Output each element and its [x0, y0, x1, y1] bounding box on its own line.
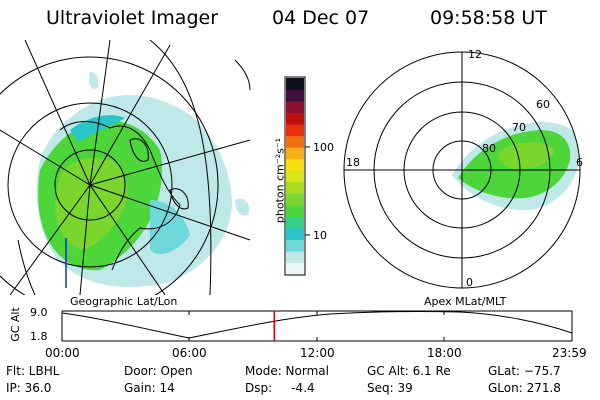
date-label: 04 Dec 07: [272, 7, 370, 29]
colorbar-tick-10: 10: [313, 229, 327, 242]
mlt-label-12: 12: [468, 48, 482, 61]
colorbar-tick-100: 100: [313, 141, 334, 154]
altitude-ytick-high: 9.0: [30, 306, 48, 319]
mlat-label-70: 70: [512, 121, 526, 134]
altitude-xtick-1: 06:00: [172, 346, 207, 360]
instrument-title: Ultraviolet Imager: [46, 7, 219, 29]
colorbar-segment: [286, 250, 304, 263]
colorbar: [284, 76, 310, 276]
mlat-label-60: 60: [536, 98, 550, 111]
info-door: Door: Open: [124, 364, 193, 378]
colorbar-segment: [286, 181, 304, 194]
colorbar-segment: [286, 158, 304, 171]
info-gcalt: GC Alt: 6.1 Re: [367, 364, 451, 378]
time-label: 09:58:58 UT: [430, 7, 547, 29]
mlt-label-6: 6: [576, 156, 583, 169]
info-seq: Seq: 39: [367, 381, 413, 395]
colorbar-segment: [286, 216, 304, 229]
colorbar-segment: [286, 78, 304, 91]
info-glat: GLat: −75.7: [488, 364, 561, 378]
info-gain: Gain: 14: [124, 381, 175, 395]
altitude-xtick-4: 23:59: [552, 346, 587, 360]
colorbar-segment: [286, 227, 304, 240]
colorbar-segment: [286, 124, 304, 137]
colorbar-segment: [286, 147, 304, 160]
colorbar-segment: [286, 135, 304, 148]
info-glon: GLon: 271.8: [488, 381, 561, 395]
altitude-xtick-0: 00:00: [45, 346, 80, 360]
altitude-ytick-low: 1.8: [30, 330, 48, 343]
uv-image-disk: [36, 71, 250, 288]
colorbar-segment: [286, 112, 304, 125]
geo-panel-label: Geographic Lat/Lon: [70, 295, 178, 308]
colorbar-segment: [286, 239, 304, 252]
polar-panel: [343, 51, 581, 289]
info-mode: Mode: Normal: [245, 364, 329, 378]
mlt-label-0: 0: [466, 276, 473, 289]
altitude-xtick-3: 18:00: [427, 346, 462, 360]
latitude-circles: [0, 56, 219, 295]
altitude-xtick-2: 12:00: [300, 346, 335, 360]
colorbar-segment: [286, 193, 304, 206]
altitude-curve: [61, 310, 573, 339]
colorbar-segment: [286, 204, 304, 217]
polar-panel-label: Apex MLat/MLT: [424, 295, 507, 308]
mlt-label-18: 18: [346, 156, 360, 169]
info-dsp: Dsp: -4.4: [245, 381, 315, 395]
altitude-plot: [61, 310, 573, 342]
mlat-label-80: 80: [482, 142, 496, 155]
info-flt: Flt: LBHL: [6, 364, 60, 378]
colorbar-unit-label: photon cm⁻²s⁻¹: [273, 137, 287, 224]
longitude-lines: [0, 40, 251, 295]
colorbar-segment: [286, 262, 304, 275]
colorbar-segment: [286, 101, 304, 114]
colorbar-segment: [286, 89, 304, 102]
colorbar-segment: [286, 170, 304, 183]
info-ip: IP: 36.0: [6, 381, 52, 395]
altitude-ylabel: GC Alt: [8, 307, 22, 342]
coastline: [59, 121, 181, 271]
